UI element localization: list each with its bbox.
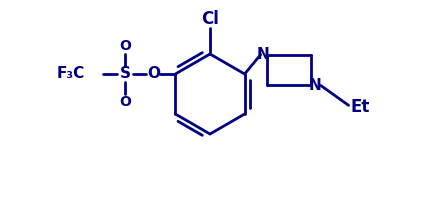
Text: N: N xyxy=(256,47,269,62)
Text: F₃C: F₃C xyxy=(57,66,85,82)
Text: Cl: Cl xyxy=(201,10,219,28)
Text: O: O xyxy=(119,95,131,109)
Text: Et: Et xyxy=(351,98,370,116)
Text: O: O xyxy=(119,39,131,53)
Text: O: O xyxy=(147,66,160,82)
Text: N: N xyxy=(308,78,321,93)
Text: S: S xyxy=(120,66,131,82)
